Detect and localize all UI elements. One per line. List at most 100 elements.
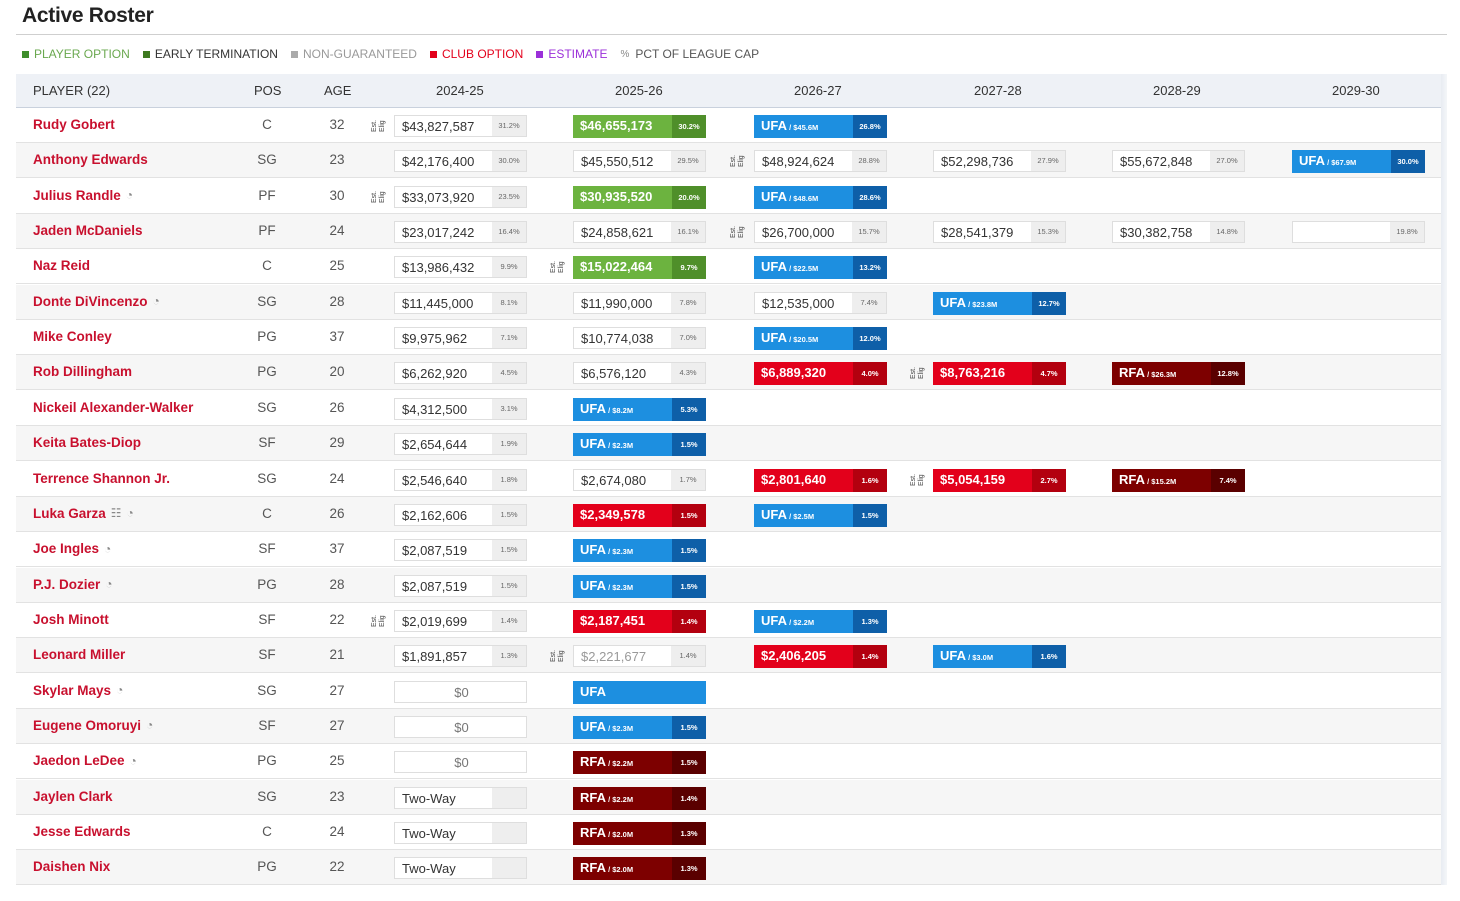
salary-cell[interactable]: $33,073,920 23.5%: [394, 185, 527, 208]
salary-cell[interactable]: Two-Way: [394, 822, 527, 844]
salary-cell[interactable]: $2,087,519 1.5%: [394, 574, 527, 597]
salary-cell[interactable]: $42,176,400 30.0%: [394, 150, 527, 173]
salary-cell[interactable]: UFA / $20.5M 12.0%: [754, 327, 887, 351]
salary-cell[interactable]: Two-Way: [394, 786, 527, 809]
tag-icon[interactable]: ◔: [126, 506, 134, 521]
header-age[interactable]: AGE: [324, 83, 352, 98]
salary-cell[interactable]: $43,827,587 31.2%: [394, 115, 527, 137]
note-icon[interactable]: ☷: [110, 506, 122, 521]
salary-cell[interactable]: $2,406,205 1.4%: [754, 645, 887, 669]
salary-cell[interactable]: UFA / $2.2M 1.3%: [754, 609, 887, 633]
salary-cell[interactable]: UFA / $48.6M 28.6%: [754, 185, 887, 209]
salary-cell[interactable]: UFA / $22.5M 13.2%: [754, 256, 887, 280]
salary-cell[interactable]: $26,700,000 15.7%: [754, 221, 887, 244]
tag-icon[interactable]: ◔: [129, 753, 137, 768]
salary-cell[interactable]: $0: [394, 751, 527, 774]
salary-cell[interactable]: $2,674,080 1.7%: [573, 468, 706, 491]
salary-cell[interactable]: $2,187,451 1.4%: [573, 609, 706, 633]
salary-cell[interactable]: $2,349,578 1.5%: [573, 503, 706, 527]
salary-cell[interactable]: UFA: [573, 680, 706, 704]
tag-icon[interactable]: ◔: [125, 188, 134, 203]
salary-cell[interactable]: $8,763,216 4.7%: [933, 362, 1066, 386]
salary-cell[interactable]: $2,162,606 1.5%: [394, 503, 527, 526]
salary-cell[interactable]: $0: [394, 680, 527, 703]
salary-cell[interactable]: UFA / $2.3M 1.5%: [573, 574, 706, 598]
player-name-link[interactable]: Mike Conley: [33, 329, 112, 344]
player-name-link[interactable]: Nickeil Alexander-Walker: [33, 400, 193, 415]
player-name-link[interactable]: Anthony Edwards: [33, 152, 148, 167]
header-season-5[interactable]: 2028-29: [1153, 83, 1201, 98]
salary-cell[interactable]: $15,022,464 9.7%: [573, 256, 706, 280]
salary-cell[interactable]: RFA / $15.2M 7.4%: [1112, 468, 1245, 492]
salary-cell[interactable]: $2,221,677 1.4%: [573, 645, 706, 668]
salary-cell[interactable]: RFA / $2.0M 1.3%: [573, 857, 706, 881]
salary-cell[interactable]: $6,576,120 4.3%: [573, 362, 706, 385]
player-name-link[interactable]: Daishen Nix: [33, 859, 110, 874]
salary-cell[interactable]: $2,019,699 1.4%: [394, 609, 527, 632]
header-season-1[interactable]: 2024-25: [436, 83, 484, 98]
player-name-link[interactable]: Rudy Gobert: [33, 117, 115, 132]
salary-cell[interactable]: $6,262,920 4.5%: [394, 362, 527, 385]
salary-cell[interactable]: $28,541,379 15.3%: [933, 221, 1066, 244]
player-name-link[interactable]: Rob Dillingham: [33, 364, 132, 379]
salary-cell[interactable]: $10,774,038 7.0%: [573, 327, 706, 350]
player-name-link[interactable]: Skylar Mays ◔: [33, 683, 123, 698]
header-season-4[interactable]: 2027-28: [974, 83, 1022, 98]
salary-cell[interactable]: $2,087,519 1.5%: [394, 539, 527, 562]
salary-cell[interactable]: $0: [394, 715, 527, 738]
salary-cell[interactable]: $9,975,962 7.1%: [394, 327, 527, 350]
salary-cell[interactable]: $23,017,242 16.4%: [394, 221, 527, 244]
salary-cell[interactable]: $6,889,320 4.0%: [754, 362, 887, 386]
salary-cell[interactable]: $30,935,520 20.0%: [573, 185, 706, 209]
salary-cell[interactable]: UFA / $23.8M 12.7%: [933, 291, 1066, 315]
salary-cell[interactable]: UFA / $2.5M 1.5%: [754, 503, 887, 527]
salary-cell[interactable]: Two-Way: [394, 857, 527, 880]
salary-cell[interactable]: $13,986,432 9.9%: [394, 256, 527, 279]
salary-cell[interactable]: RFA / $2.2M 1.5%: [573, 751, 706, 775]
player-name-link[interactable]: Leonard Miller: [33, 647, 125, 662]
header-season-2[interactable]: 2025-26: [615, 83, 663, 98]
salary-cell[interactable]: UFA / $67.9M 30.0%: [1292, 150, 1425, 174]
salary-cell[interactable]: UFA / $45.6M 26.8%: [754, 115, 887, 138]
tag-icon[interactable]: ◔: [146, 718, 154, 733]
player-name-link[interactable]: Donte DiVincenzo ◔: [33, 294, 160, 309]
salary-cell[interactable]: $52,298,736 27.9%: [933, 150, 1066, 173]
player-name-link[interactable]: Julius Randle ◔: [33, 188, 133, 203]
header-pos[interactable]: POS: [254, 83, 282, 98]
salary-cell[interactable]: UFA / $8.2M 5.3%: [573, 397, 706, 421]
salary-cell[interactable]: $1,891,857 1.3%: [394, 645, 527, 668]
player-name-link[interactable]: Josh Minott: [33, 612, 109, 627]
salary-cell[interactable]: $30,382,758 14.8%: [1112, 221, 1245, 244]
salary-cell[interactable]: 19.8%: [1292, 221, 1425, 244]
salary-cell[interactable]: $4,312,500 3.1%: [394, 397, 527, 420]
player-name-link[interactable]: Jaylen Clark: [33, 789, 113, 804]
player-name-link[interactable]: Luka Garza ☷ ◔: [33, 506, 134, 521]
salary-cell[interactable]: UFA / $2.3M 1.5%: [573, 539, 706, 563]
salary-cell[interactable]: RFA / $2.0M 1.3%: [573, 822, 706, 845]
header-player[interactable]: PLAYER (22): [33, 83, 111, 98]
salary-cell[interactable]: $48,924,624 28.8%: [754, 150, 887, 173]
player-name-link[interactable]: Jaden McDaniels: [33, 223, 143, 238]
tag-icon[interactable]: ◔: [116, 683, 124, 698]
tag-icon[interactable]: ◔: [152, 294, 160, 309]
tag-icon[interactable]: ◔: [104, 541, 112, 556]
player-name-link[interactable]: Jaedon LeDee ◔: [33, 753, 137, 768]
player-name-link[interactable]: Eugene Omoruyi ◔: [33, 718, 153, 733]
salary-cell[interactable]: $2,546,640 1.8%: [394, 468, 527, 491]
salary-cell[interactable]: $11,990,000 7.8%: [573, 291, 706, 314]
salary-cell[interactable]: $12,535,000 7.4%: [754, 291, 887, 314]
player-name-link[interactable]: Joe Ingles ◔: [33, 541, 111, 556]
salary-cell[interactable]: RFA / $26.3M 12.8%: [1112, 362, 1245, 386]
player-name-link[interactable]: P.J. Dozier ◔: [33, 577, 113, 592]
salary-cell[interactable]: RFA / $2.2M 1.4%: [573, 786, 706, 810]
player-name-link[interactable]: Jesse Edwards: [33, 824, 131, 839]
salary-cell[interactable]: $45,550,512 29.5%: [573, 150, 706, 173]
header-season-3[interactable]: 2026-27: [794, 83, 842, 98]
player-name-link[interactable]: Keita Bates-Diop: [33, 435, 141, 450]
player-name-link[interactable]: Terrence Shannon Jr.: [33, 471, 170, 486]
salary-cell[interactable]: $11,445,000 8.1%: [394, 291, 527, 314]
player-name-link[interactable]: Naz Reid: [33, 258, 90, 273]
salary-cell[interactable]: $2,654,644 1.9%: [394, 433, 527, 456]
salary-cell[interactable]: $2,801,640 1.6%: [754, 468, 887, 492]
salary-cell[interactable]: $24,858,621 16.1%: [573, 221, 706, 244]
